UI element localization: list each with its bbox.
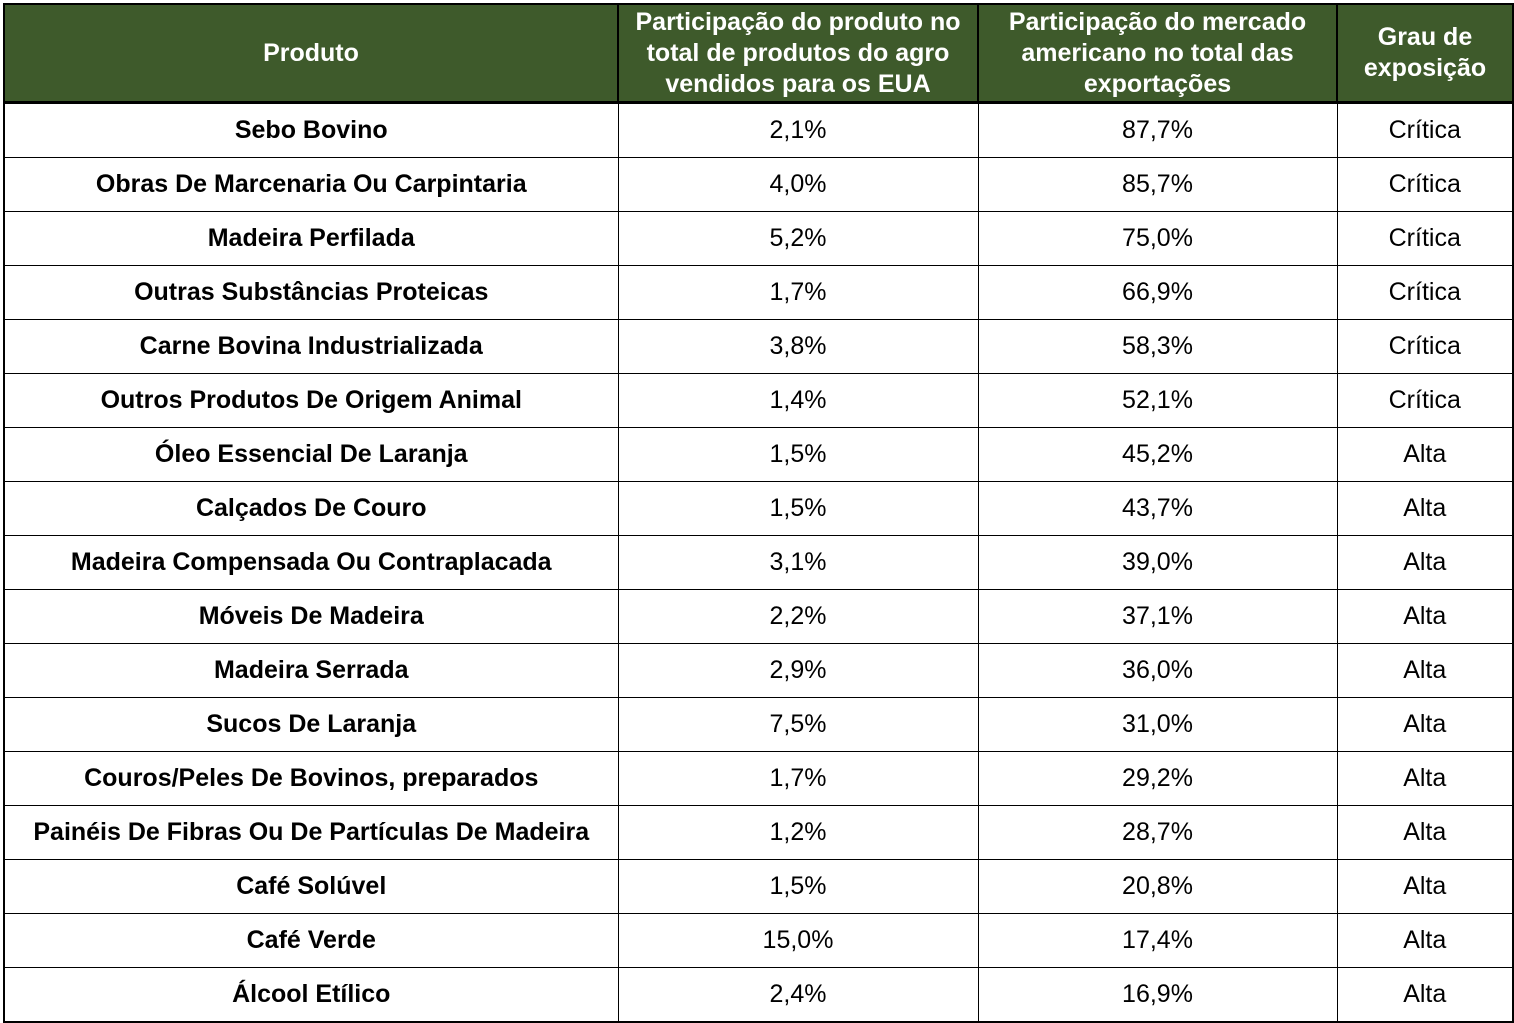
us-share-cell: 31,0% [977,697,1338,752]
us-share-cell: 20,8% [977,859,1338,914]
product-cell: Madeira Perfilada [3,211,619,266]
header-participacao-produto: Participação do produto no total de prod… [617,3,979,104]
table-header-row: Produto Participação do produto no total… [3,3,1514,104]
table-row: Carne Bovina Industrializada 3,8% 58,3% Crí… [3,319,1514,374]
header-produto: Produto [3,3,619,104]
table-row: Outros Produtos De Origem Animal 1,4% 52,1… [3,373,1514,428]
product-cell: Madeira Serrada [3,643,619,698]
exposure-cell: Alta [1336,859,1514,914]
us-share-cell: 28,7% [977,805,1338,860]
product-cell: Sucos De Laranja [3,697,619,752]
table-row: Outras Substâncias Proteicas 1,7% 66,9% Crí… [3,265,1514,320]
product-cell: Obras De Marcenaria Ou Carpintaria [3,157,619,212]
us-share-cell: 58,3% [977,319,1338,374]
product-cell: Outros Produtos De Origem Animal [3,373,619,428]
table-row: Móveis De Madeira 2,2% 37,1% Alta [3,589,1514,644]
product-cell: Sebo Bovino [3,102,619,158]
exposure-cell: Alta [1336,967,1514,1023]
product-share-cell: 3,1% [617,535,979,590]
product-share-cell: 5,2% [617,211,979,266]
us-share-cell: 16,9% [977,967,1338,1023]
exposure-cell: Alta [1336,751,1514,806]
us-share-cell: 85,7% [977,157,1338,212]
product-share-cell: 1,7% [617,751,979,806]
us-share-cell: 75,0% [977,211,1338,266]
us-share-cell: 43,7% [977,481,1338,536]
table-row: Couros/Peles De Bovinos, preparados 1,7% 2… [3,751,1514,806]
us-share-cell: 66,9% [977,265,1338,320]
table-row: Painéis De Fibras Ou De Partículas De Ma… [3,805,1514,860]
us-share-cell: 17,4% [977,913,1338,968]
exposure-cell: Alta [1336,643,1514,698]
exposure-table: Produto Participação do produto no total… [3,3,1514,1023]
product-share-cell: 1,7% [617,265,979,320]
product-share-cell: 3,8% [617,319,979,374]
product-cell: Outras Substâncias Proteicas [3,265,619,320]
product-share-cell: 1,4% [617,373,979,428]
product-share-cell: 2,1% [617,102,979,158]
product-cell: Álcool Etílico [3,967,619,1023]
product-share-cell: 1,5% [617,427,979,482]
table-row: Café Solúvel 1,5% 20,8% Alta [3,859,1514,914]
table-row: Obras De Marcenaria Ou Carpintaria 4,0% 85… [3,157,1514,212]
table-row: Calçados De Couro 1,5% 43,7% Alta [3,481,1514,536]
header-grau-exposicao: Grau de exposição [1336,3,1514,104]
product-cell: Madeira Compensada Ou Contraplacada [3,535,619,590]
us-share-cell: 45,2% [977,427,1338,482]
exposure-cell: Alta [1336,697,1514,752]
product-share-cell: 1,5% [617,859,979,914]
product-share-cell: 2,4% [617,967,979,1023]
exposure-cell: Crítica [1336,373,1514,428]
exposure-cell: Alta [1336,481,1514,536]
us-share-cell: 36,0% [977,643,1338,698]
exposure-cell: Alta [1336,535,1514,590]
product-share-cell: 2,2% [617,589,979,644]
product-share-cell: 15,0% [617,913,979,968]
product-cell: Café Solúvel [3,859,619,914]
exposure-cell: Alta [1336,427,1514,482]
table-row: Madeira Perfilada 5,2% 75,0% Crítica [3,211,1514,266]
table-row: Óleo Essencial De Laranja 1,5% 45,2% Alta [3,427,1514,482]
product-share-cell: 7,5% [617,697,979,752]
product-share-cell: 1,5% [617,481,979,536]
product-cell: Café Verde [3,913,619,968]
exposure-cell: Alta [1336,589,1514,644]
exposure-cell: Crítica [1336,157,1514,212]
exposure-cell: Crítica [1336,319,1514,374]
us-share-cell: 52,1% [977,373,1338,428]
exposure-cell: Crítica [1336,102,1514,158]
table-row: Café Verde 15,0% 17,4% Alta [3,913,1514,968]
exposure-cell: Alta [1336,913,1514,968]
table-row: Sucos De Laranja 7,5% 31,0% Alta [3,697,1514,752]
product-cell: Móveis De Madeira [3,589,619,644]
table-row: Madeira Compensada Ou Contraplacada 3,1% 3… [3,535,1514,590]
table-row: Madeira Serrada 2,9% 36,0% Alta [3,643,1514,698]
product-share-cell: 4,0% [617,157,979,212]
table-row: Álcool Etílico 2,4% 16,9% Alta [3,967,1514,1023]
us-share-cell: 87,7% [977,102,1338,158]
exposure-cell: Crítica [1336,265,1514,320]
exposure-cell: Crítica [1336,211,1514,266]
exposure-cell: Alta [1336,805,1514,860]
product-cell: Couros/Peles De Bovinos, preparados [3,751,619,806]
product-cell: Óleo Essencial De Laranja [3,427,619,482]
product-cell: Carne Bovina Industrializada [3,319,619,374]
us-share-cell: 37,1% [977,589,1338,644]
us-share-cell: 29,2% [977,751,1338,806]
us-share-cell: 39,0% [977,535,1338,590]
table-row: Sebo Bovino 2,1% 87,7% Crítica [3,102,1514,158]
product-cell: Calçados De Couro [3,481,619,536]
product-cell: Painéis De Fibras Ou De Partículas De Ma… [3,805,619,860]
product-share-cell: 2,9% [617,643,979,698]
header-participacao-mercado: Participação do mercado americano no tot… [977,3,1338,104]
product-share-cell: 1,2% [617,805,979,860]
